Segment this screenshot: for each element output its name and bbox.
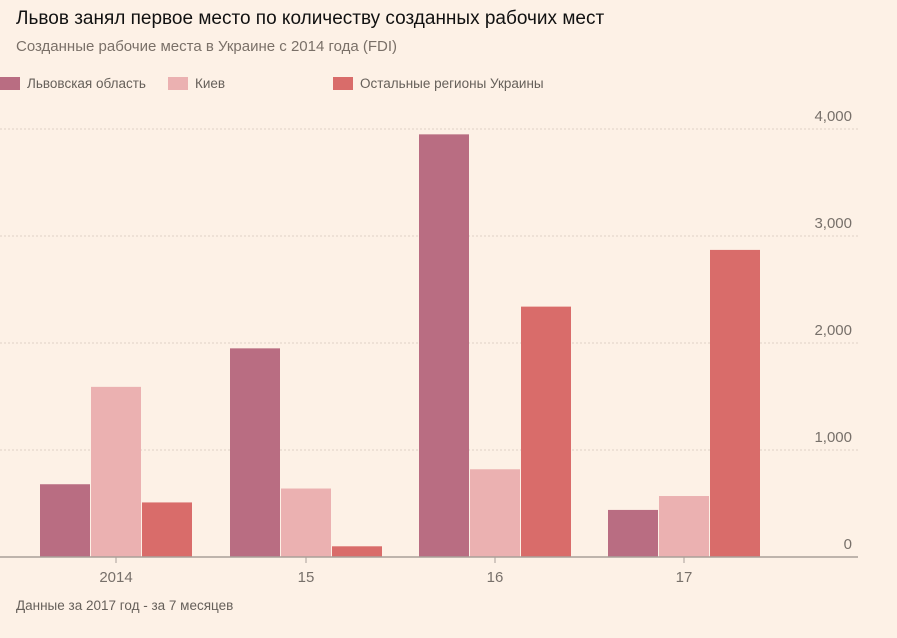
- bar-kyiv-16: [470, 469, 520, 557]
- x-tick-label: 2014: [99, 569, 132, 586]
- y-tick-label: 1,000: [814, 429, 852, 446]
- y-tick-label: 2,000: [814, 322, 852, 339]
- bar-other-15: [332, 546, 382, 557]
- bar-kyiv-2014: [91, 386, 141, 557]
- footnote: Данные за 2017 год - за 7 месяцев: [16, 598, 234, 613]
- legend-label-lviv: Львовская область: [27, 76, 146, 91]
- bar-other-16: [521, 306, 571, 557]
- chart-subtitle: Созданные рабочие места в Украине с 2014…: [16, 38, 398, 55]
- bar-other-17: [710, 249, 760, 557]
- bar-lviv-16: [419, 134, 469, 557]
- legend: Львовская область Киев Остальные регионы…: [0, 76, 897, 96]
- legend-item-lviv: Львовская область: [0, 76, 146, 91]
- x-tick-label: 16: [487, 569, 504, 586]
- legend-label-kyiv: Киев: [195, 76, 226, 91]
- y-tick-label: 0: [844, 536, 852, 553]
- legend-swatch-kyiv: [168, 77, 188, 90]
- legend-item-other: Остальные регионы Украины: [333, 76, 544, 91]
- x-tick-label: 17: [676, 569, 693, 586]
- y-tick-label: 4,000: [814, 108, 852, 125]
- bar-lviv-15: [230, 348, 280, 557]
- legend-label-other: Остальные регионы Украины: [360, 76, 544, 91]
- legend-swatch-lviv: [0, 77, 20, 90]
- bar-lviv-2014: [40, 484, 90, 557]
- y-tick-label: 3,000: [814, 215, 852, 232]
- bar-kyiv-15: [281, 488, 331, 557]
- bar-lviv-17: [608, 509, 658, 557]
- chart-title: Львов занял первое место по количеству с…: [16, 8, 605, 29]
- legend-item-kyiv: Киев: [168, 76, 225, 91]
- x-tick-label: 15: [298, 569, 315, 586]
- bar-kyiv-17: [659, 496, 709, 557]
- legend-swatch-other: [333, 77, 353, 90]
- bar-other-2014: [142, 502, 192, 557]
